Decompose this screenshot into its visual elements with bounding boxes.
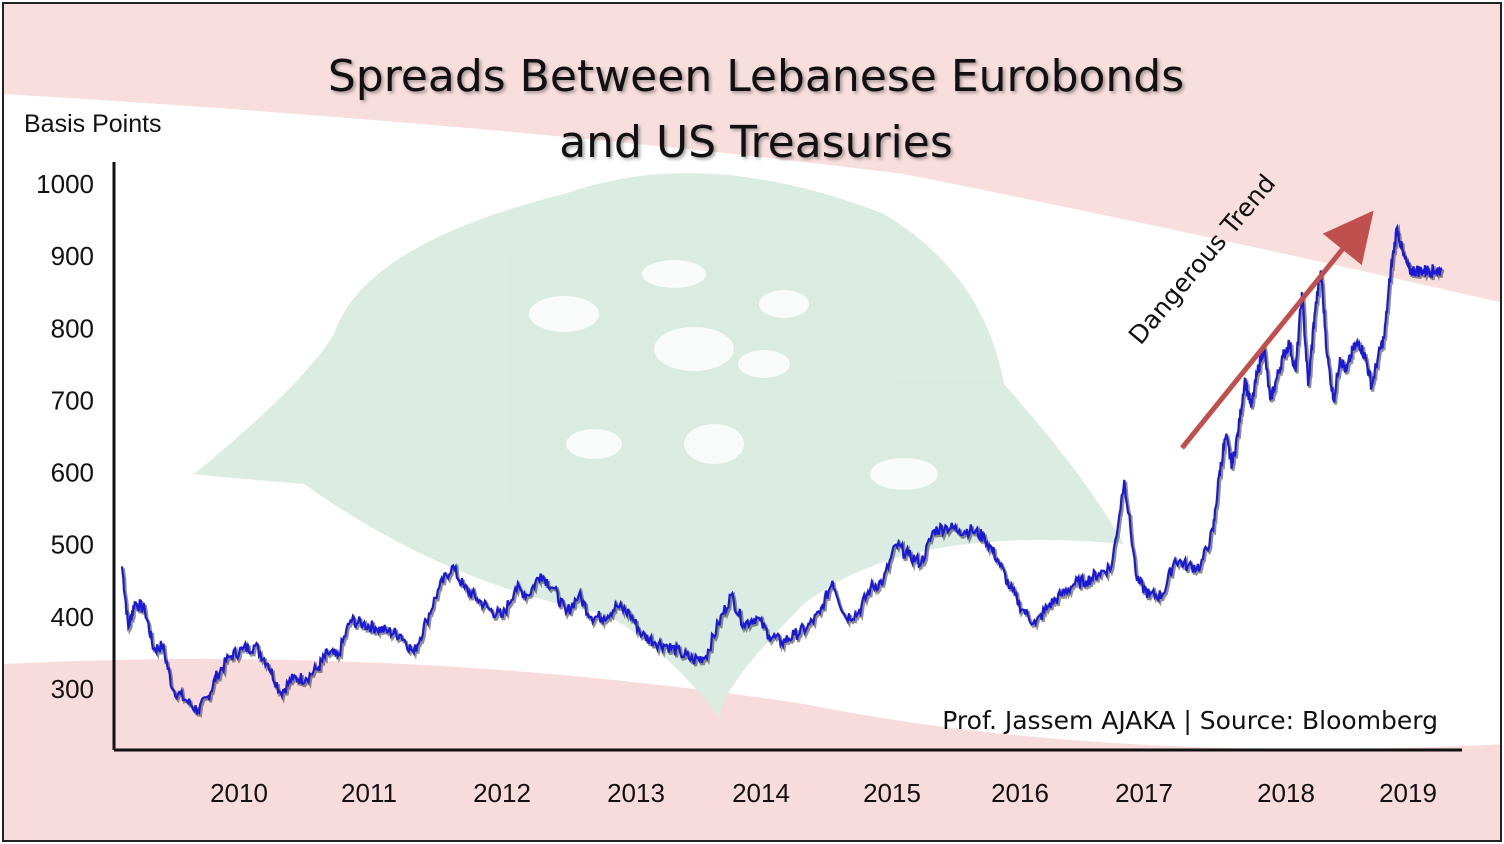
series-line-spread <box>120 223 1443 716</box>
x-axis-ticks: 2010 2011 2012 2013 2014 2015 2016 2017 2018 2019 <box>210 778 1437 808</box>
x-tick-label: 2015 <box>863 778 921 808</box>
y-axis-ticks: 300 400 500 600 700 800 900 1000 <box>36 169 94 704</box>
x-tick-label: 2011 <box>341 778 397 808</box>
x-tick-label: 2012 <box>473 778 531 808</box>
x-tick-label: 2019 <box>1379 778 1437 808</box>
y-tick-label: 500 <box>51 530 94 560</box>
chart-title-line1: Spreads Between Lebanese Eurobonds <box>327 51 1185 102</box>
x-tick-label: 2014 <box>732 778 790 808</box>
cedar-tree-icon <box>193 173 1124 724</box>
chart-title-line2: and US Treasuries <box>559 117 953 168</box>
y-tick-label: 600 <box>51 458 94 488</box>
source-credit: Prof. Jassem AJAKA | Source: Bloomberg <box>942 706 1438 735</box>
x-tick-label: 2018 <box>1257 778 1315 808</box>
trend-arrow <box>1180 210 1374 450</box>
y-tick-label: 400 <box>51 602 94 632</box>
y-tick-label: 800 <box>51 313 94 343</box>
flag-red-band-top <box>4 4 1500 303</box>
y-axis-label: Basis Points <box>24 110 162 138</box>
y-tick-label: 900 <box>51 241 94 271</box>
x-tick-label: 2017 <box>1115 778 1173 808</box>
x-tick-label: 2010 <box>210 778 268 808</box>
x-tick-label: 2016 <box>991 778 1049 808</box>
y-tick-label: 300 <box>51 674 94 704</box>
y-tick-label: 700 <box>51 385 94 415</box>
x-tick-label: 2013 <box>607 778 665 808</box>
series-line-shadow <box>122 224 1445 719</box>
y-tick-label: 1000 <box>36 169 94 199</box>
